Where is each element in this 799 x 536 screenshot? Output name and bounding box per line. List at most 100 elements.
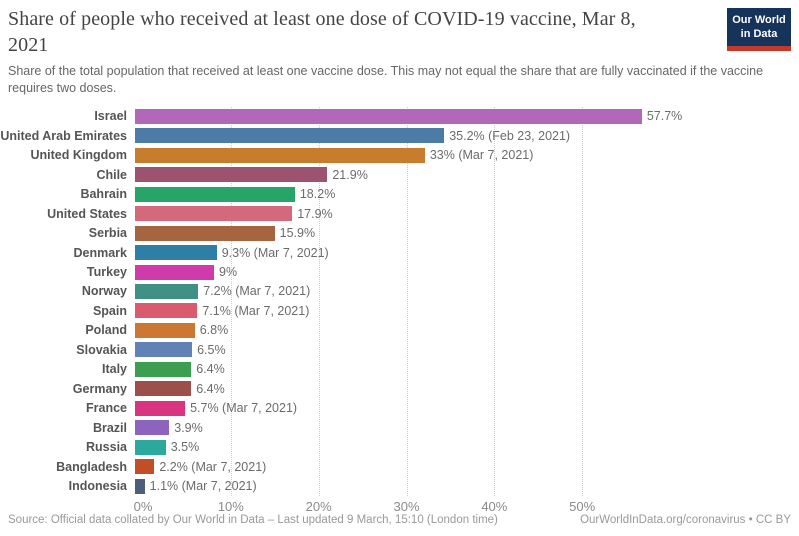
country-label: United Arab Emirates [0, 128, 127, 143]
bar-track: 6.4% [135, 361, 799, 377]
bar-row: Israel 57.7% [0, 107, 799, 126]
country-label: Norway [81, 284, 127, 299]
bar-value-label: 9.3% (Mar 7, 2021) [221, 245, 329, 260]
bar-row: Brazil 3.9% [0, 418, 799, 437]
bar[interactable] [135, 245, 217, 261]
bar[interactable] [135, 303, 198, 319]
bar-row: France 5.7% (Mar 7, 2021) [0, 398, 799, 417]
bar-track: 9.3% (Mar 7, 2021) [135, 245, 799, 261]
bar[interactable] [135, 264, 215, 280]
bar[interactable] [135, 420, 170, 436]
bar[interactable] [135, 225, 275, 241]
bar-track: 6.5% [135, 342, 799, 358]
bar-chart: Israel 57.7% United Arab Emirates 35.2% (Fe… [0, 106, 799, 517]
bar[interactable] [135, 400, 186, 416]
bar-value-label: 57.7% [646, 109, 683, 124]
plot-area: Israel 57.7% United Arab Emirates 35.2% (Fe… [0, 106, 799, 496]
source-note: Source: Official data collated by Our Wo… [8, 514, 498, 526]
chart-footer: Source: Official data collated by Our Wo… [8, 514, 791, 526]
bar-row: Russia 3.5% [0, 437, 799, 456]
x-axis-tick-label: 10% [217, 498, 244, 514]
bar-track: 1.1% (Mar 7, 2021) [135, 478, 799, 494]
bar[interactable] [135, 478, 145, 494]
bar-rows: Israel 57.7% United Arab Emirates 35.2% (Fe… [0, 107, 799, 496]
bar-value-label: 17.9% [297, 206, 333, 221]
country-label: Serbia [88, 226, 127, 241]
country-label: Indonesia [68, 479, 127, 494]
bar-value-label: 18.2% [299, 187, 336, 202]
bar[interactable] [135, 381, 192, 397]
country-label: Italy [101, 362, 127, 377]
bar[interactable] [135, 206, 293, 222]
country-label: United States [47, 206, 127, 221]
bar-track: 57.7% [135, 108, 799, 124]
chart-title: Share of people who received at least on… [8, 8, 636, 56]
country-label: Denmark [73, 245, 128, 260]
bar-track: 6.8% [135, 322, 799, 338]
bar-value-label: 15.9% [279, 226, 316, 241]
country-label: Bangladesh [56, 459, 127, 474]
bar-track: 6.4% [135, 381, 799, 397]
bar-value-label: 6.4% [196, 362, 225, 377]
owid-logo-line1: Our World [732, 14, 786, 26]
country-label: Israel [94, 109, 127, 124]
country-label: France [86, 401, 127, 416]
bar-row: Poland 6.8% [0, 321, 799, 340]
x-axis-tick-label: 40% [481, 498, 508, 514]
x-axis-tick-label: 30% [393, 498, 420, 514]
bar[interactable] [135, 342, 193, 358]
bar-track: 17.9% [135, 206, 799, 222]
bar-track: 15.9% [135, 225, 799, 241]
country-label: Turkey [86, 265, 127, 280]
bar-row: United States 17.9% [0, 204, 799, 223]
bar[interactable] [135, 147, 425, 163]
bar[interactable] [135, 459, 155, 475]
bar[interactable] [135, 128, 445, 144]
bar-track: 7.2% (Mar 7, 2021) [135, 283, 799, 299]
country-label: Bahrain [80, 187, 127, 202]
country-label: Poland [85, 323, 127, 338]
bar[interactable] [135, 361, 192, 377]
bar[interactable] [135, 439, 166, 455]
bar-track: 21.9% [135, 167, 799, 183]
bar-value-label: 6.5% [197, 342, 226, 357]
bar-track: 3.9% [135, 420, 799, 436]
owid-logo[interactable]: Our World in Data [727, 8, 791, 51]
bar-value-label: 7.1% (Mar 7, 2021) [202, 303, 310, 318]
bar[interactable] [135, 186, 295, 202]
chart-subtitle: Share of the total population that recei… [8, 64, 764, 95]
bar-row: Norway 7.2% (Mar 7, 2021) [0, 282, 799, 301]
bar-track: 35.2% (Feb 23, 2021) [135, 128, 799, 144]
country-label: Russia [86, 440, 127, 455]
x-axis-tick-label: 50% [569, 498, 596, 514]
bar-track: 7.1% (Mar 7, 2021) [135, 303, 799, 319]
bar-row: Indonesia 1.1% (Mar 7, 2021) [0, 476, 799, 495]
bar-row: Slovakia 6.5% [0, 340, 799, 359]
bar-value-label: 5.7% (Mar 7, 2021) [190, 401, 298, 416]
bar-row: Spain 7.1% (Mar 7, 2021) [0, 301, 799, 320]
x-axis: 0% 10% 20% 30% 40% 50% [134, 498, 799, 517]
bar-track: 18.2% [135, 186, 799, 202]
bar-value-label: 3.9% [174, 420, 203, 435]
license-link[interactable]: OurWorldInData.org/coronavirus • CC BY [580, 514, 791, 526]
bar-row: Bangladesh 2.2% (Mar 7, 2021) [0, 457, 799, 476]
country-label: Germany [72, 381, 127, 396]
owid-logo-line2: in Data [740, 28, 778, 41]
bar-row: Bahrain 18.2% [0, 185, 799, 204]
bar[interactable] [135, 108, 642, 124]
bar[interactable] [135, 322, 195, 338]
bar[interactable] [135, 283, 199, 299]
bar[interactable] [135, 167, 328, 183]
bar-value-label: 6.8% [199, 323, 229, 338]
bar-row: Serbia 15.9% [0, 223, 799, 242]
bar-row: United Kingdom 33% (Mar 7, 2021) [0, 146, 799, 165]
bar-value-label: 3.5% [170, 440, 200, 455]
bar-value-label: 9% [219, 265, 238, 280]
bar-row: Italy 6.4% [0, 360, 799, 379]
bar-value-label: 7.2% (Mar 7, 2021) [203, 284, 311, 299]
bar-value-label: 35.2% (Feb 23, 2021) [449, 128, 571, 143]
bar-value-label: 6.4% [196, 381, 225, 396]
x-axis-tick-label: 0% [133, 498, 153, 514]
country-label: United Kingdom [30, 148, 127, 163]
chart-header: Share of people who received at least on… [0, 0, 799, 97]
